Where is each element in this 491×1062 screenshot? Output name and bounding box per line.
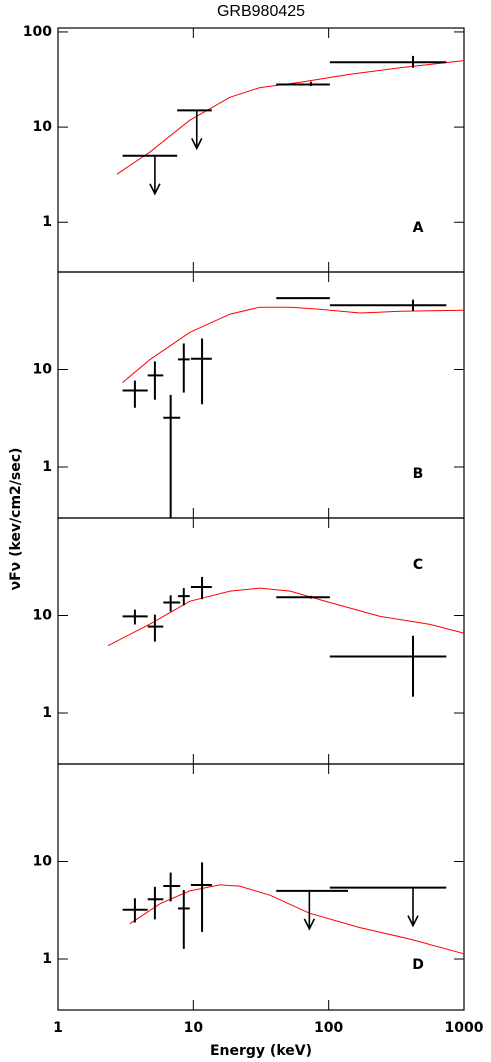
model-curve (107, 587, 465, 647)
model-curve (129, 884, 465, 955)
y-tick-label: 1 (42, 951, 52, 967)
y-tick-label: 1 (42, 214, 52, 230)
model-curve (116, 60, 465, 175)
panel-frame (57, 517, 465, 765)
y-tick-label: 1 (42, 705, 52, 721)
x-tick-label: 10 (184, 1020, 204, 1036)
panel-label: C (413, 557, 423, 573)
x-tick-label: 1000 (445, 1020, 484, 1036)
x-axis-label: Energy (keV) (210, 1043, 312, 1059)
y-tick-label: 10 (33, 362, 53, 378)
panel-label: B (413, 466, 424, 482)
panel-frame (57, 27, 465, 273)
x-tick-label: 1 (53, 1020, 63, 1036)
panel-frame (57, 271, 465, 519)
upper-limit-arrow (149, 155, 161, 196)
y-tick-label: 10 (33, 854, 53, 870)
y-axis-label: νFν (kev/cm2/sec) (8, 448, 24, 591)
panel-label: D (412, 957, 424, 973)
chart-title: GRB980425 (217, 3, 305, 20)
panel-frame (57, 763, 465, 1011)
y-tick-label: 10 (33, 608, 53, 624)
x-tick-label: 100 (314, 1020, 343, 1036)
upper-limit-arrow (191, 110, 203, 151)
y-tick-label: 1 (42, 459, 52, 475)
y-tick-label: 100 (23, 24, 52, 40)
upper-limit-arrow (303, 890, 316, 931)
y-tick-label: 10 (33, 119, 53, 135)
model-curve (122, 306, 465, 383)
panel-label: A (413, 220, 424, 236)
upper-limit-arrow (407, 887, 419, 928)
